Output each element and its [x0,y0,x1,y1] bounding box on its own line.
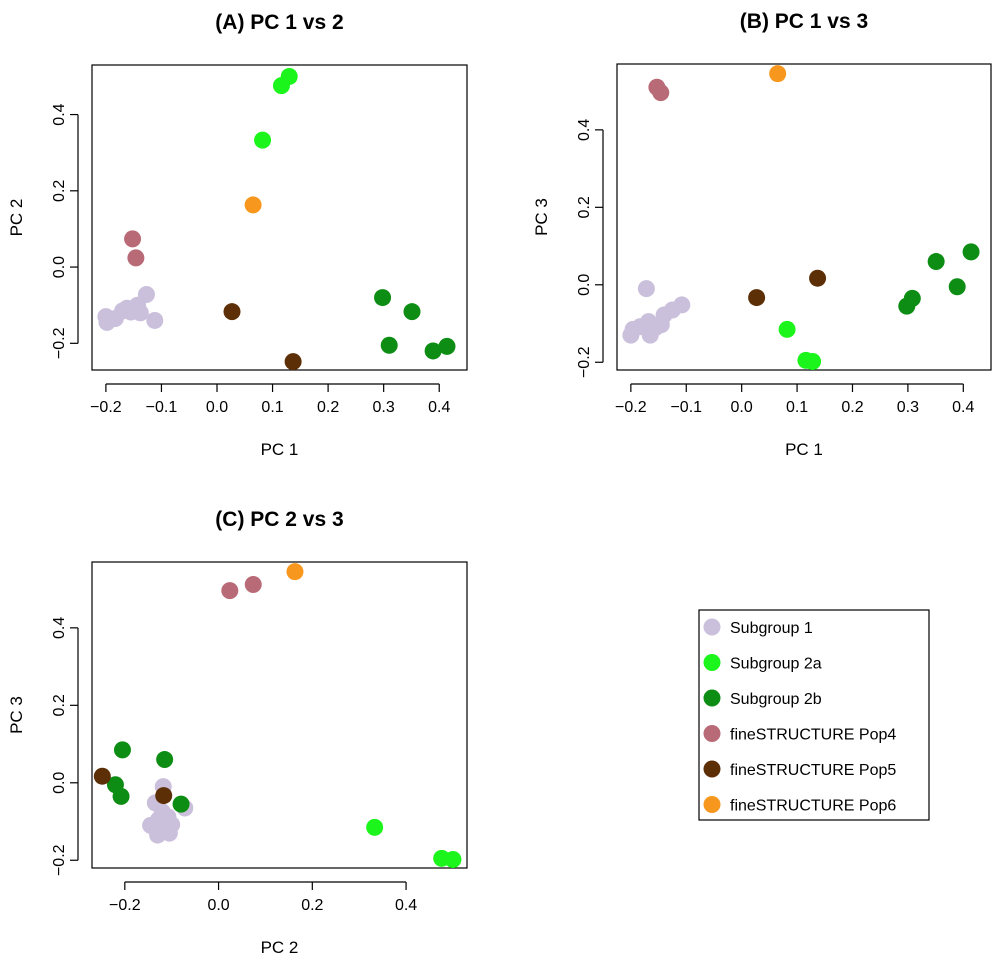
data-point [637,280,655,298]
plot-frame [91,64,468,371]
data-point [438,337,456,355]
plot-frame [91,561,468,869]
y-tick-label: 0.2 [51,694,68,716]
x-tick-label: −0.2 [90,399,122,416]
x-axis-label: PC 2 [261,938,299,957]
data-point [244,196,262,214]
data-point [444,850,462,868]
data-point [962,243,980,261]
x-tick-label: 0.0 [206,399,228,416]
legend-marker [703,725,721,742]
legend-label: Subgroup 1 [730,620,813,637]
data-point [286,563,304,581]
x-tick-label: −0.2 [109,897,141,914]
data-point [137,286,155,304]
data-point [366,818,384,836]
data-point [155,787,173,805]
legend-box [698,609,930,821]
chart-panel-2: (C) PC 2 vs 3 −0.2 0.0 0.2 0.4 PC 2 −0.2 0.0 0.2… [7,508,468,957]
y-tick-label: −0.2 [576,346,593,378]
legend-label: fineSTRUCTURE Pop4 [730,727,896,744]
y-tick-label: −0.2 [51,327,68,359]
data-point [124,230,142,248]
legend-marker [703,760,721,778]
legend: Subgroup 1 Subgroup 2a Subgroup 2b fineSTRU… [698,609,930,821]
data-point [652,84,670,102]
data-point [380,336,398,354]
chart-title: (B) PC 1 vs 3 [740,10,868,33]
data-point [93,767,111,785]
data-point [223,303,241,321]
y-tick-label: 0.0 [576,274,593,296]
x-tick-label: 0.2 [317,399,339,416]
data-point [131,304,149,322]
x-tick-label: 0.1 [261,399,283,416]
data-point [244,575,262,593]
legend-marker [703,618,721,636]
y-tick-label: 0.0 [51,256,68,278]
y-tick-label: 0.4 [51,617,68,639]
data-point [254,131,272,149]
data-point [146,311,164,329]
data-point [748,289,766,307]
data-point [927,253,945,271]
x-tick-label: 0.2 [301,897,323,914]
data-point [112,787,130,805]
data-point [424,342,442,360]
y-axis-label: PC 3 [7,696,26,734]
x-tick-label: 0.1 [786,399,808,416]
x-tick-label: 0.4 [952,399,974,416]
y-axis-label: PC 3 [532,198,551,236]
data-point [673,296,691,314]
legend-marker [703,654,721,671]
data-point [221,582,239,600]
chart-title: (A) PC 1 vs 2 [215,11,343,34]
data-point [804,352,822,370]
x-tick-label: −0.1 [670,399,702,416]
x-tick-label: 0.3 [897,399,919,416]
data-point [403,303,421,321]
legend-label: Subgroup 2b [730,691,822,708]
y-tick-label: 0.2 [576,196,593,218]
data-point [172,795,190,813]
x-tick-label: −0.1 [146,399,178,416]
legend-label: fineSTRUCTURE Pop6 [730,798,896,815]
x-tick-label: 0.4 [428,399,450,416]
data-point [284,353,302,371]
y-tick-label: 0.0 [51,772,68,794]
data-point [127,249,145,267]
x-axis-label: PC 1 [261,440,299,459]
legend-label: Subgroup 2a [730,656,822,673]
data-point [809,269,827,287]
x-tick-label: 0.3 [373,399,395,416]
x-tick-label: 0.0 [731,399,753,416]
data-point [156,751,174,769]
data-point [769,65,787,83]
y-tick-label: 0.4 [51,103,68,125]
chart-panel-1: (B) PC 1 vs 3 −0.2 −0.1 0.0 0.1 0.2 0.3 0.4 PC 1… [532,10,992,459]
y-axis-label: PC 2 [7,199,26,237]
data-point [280,67,298,85]
data-point [778,320,796,338]
chart-panel-0: (A) PC 1 vs 2 −0.2 −0.1 0.0 0.1 0.2 0.3 0.4 PC 1… [7,11,468,459]
legend-label: fineSTRUCTURE Pop5 [730,762,896,779]
y-tick-label: 0.2 [51,180,68,202]
y-tick-label: −0.2 [51,844,68,876]
x-tick-label: 0.0 [207,897,229,914]
x-tick-label: 0.4 [395,897,417,914]
data-point [163,816,181,834]
legend-marker [703,796,721,813]
legend-marker [703,689,721,707]
x-tick-label: 0.2 [841,399,863,416]
data-point [113,741,131,759]
data-point [374,289,392,307]
data-point [948,278,966,296]
x-axis-label: PC 1 [785,440,823,459]
y-tick-label: 0.4 [576,119,593,141]
x-tick-label: −0.2 [615,399,647,416]
plot-frame [616,63,992,371]
chart-title: (C) PC 2 vs 3 [215,508,343,531]
data-point [903,289,921,307]
